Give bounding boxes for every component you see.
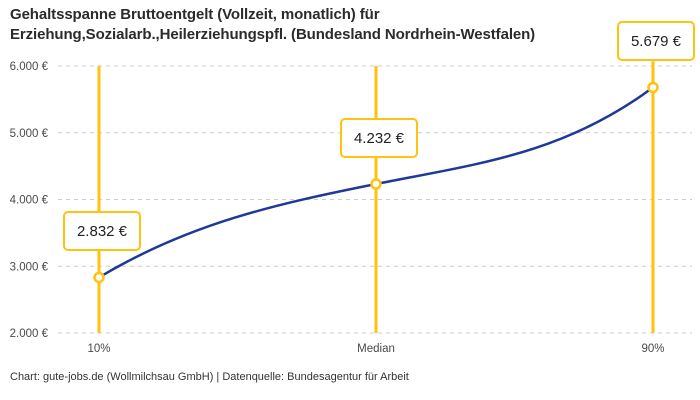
data-point-marker — [647, 81, 659, 94]
x-axis-tick-label: Median — [357, 343, 395, 355]
y-axis-tick-label: 3.000 € — [10, 261, 49, 273]
value-label-box: 2.832 € — [63, 211, 141, 252]
y-axis-tick-label: 6.000 € — [10, 61, 49, 73]
value-label: 2.832 € — [76, 222, 128, 240]
chart-title: Gehaltsspanne Bruttoentgelt (Vollzeit, m… — [10, 5, 535, 45]
chart-attribution: Chart: gute-jobs.de (Wollmilchsau GmbH) … — [10, 371, 409, 383]
chart-title-line1: Gehaltsspanne Bruttoentgelt (Vollzeit, m… — [10, 6, 380, 23]
value-label: 4.232 € — [353, 129, 405, 147]
y-axis-tick-label: 4.000 € — [10, 195, 49, 207]
y-axis-tick-label: 2.000 € — [10, 328, 49, 340]
x-axis-tick-label: 10% — [87, 343, 110, 355]
x-axis-tick-label: 90% — [641, 343, 664, 355]
y-axis-tick-label: 5.000 € — [10, 128, 49, 140]
data-point-marker — [370, 178, 382, 190]
value-label-box: 4.232 € — [340, 118, 418, 158]
value-label: 5.679 € — [630, 32, 682, 50]
chart-title-line2: Erziehung,Sozialarb.,Heilerziehungspfl. … — [10, 26, 536, 44]
data-point-marker — [93, 271, 105, 284]
value-label-box: 5.679 € — [617, 21, 695, 62]
